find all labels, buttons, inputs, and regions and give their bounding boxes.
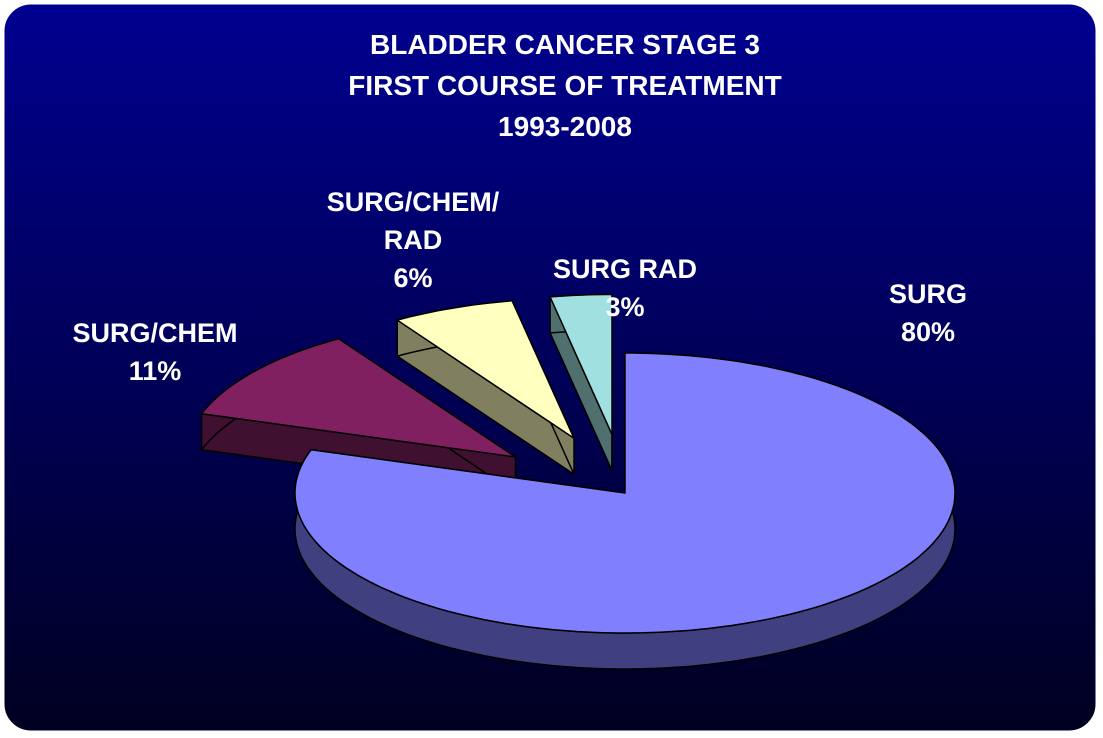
data-label: SURG RAD 3% bbox=[530, 250, 720, 326]
chart-title: BLADDER CANCER STAGE 3 FIRST COURSE OF T… bbox=[0, 24, 1103, 147]
data-label: SURG/CHEM 11% bbox=[60, 314, 250, 390]
value-label: 3% bbox=[605, 292, 645, 322]
title-line: FIRST COURSE OF TREATMENT bbox=[348, 70, 782, 101]
value-label: 80% bbox=[900, 317, 956, 347]
category-label: SURG/CHEM/RAD bbox=[326, 187, 500, 255]
data-label: SURG/CHEM/RAD 6% bbox=[318, 183, 508, 297]
category-label: SURG/CHEM bbox=[72, 318, 238, 348]
value-label: 11% bbox=[128, 356, 182, 386]
slice bbox=[200, 338, 517, 458]
slice bbox=[549, 293, 613, 436]
category-label: SURG bbox=[888, 279, 967, 309]
title-line: BLADDER CANCER STAGE 3 bbox=[370, 29, 760, 60]
slice bbox=[396, 300, 575, 440]
category-label: SURG RAD bbox=[552, 254, 697, 284]
title-line: 1993-2008 bbox=[498, 111, 632, 142]
slice bbox=[294, 352, 956, 634]
data-label: SURG 80% bbox=[833, 275, 1023, 351]
value-label: 6% bbox=[393, 263, 433, 293]
